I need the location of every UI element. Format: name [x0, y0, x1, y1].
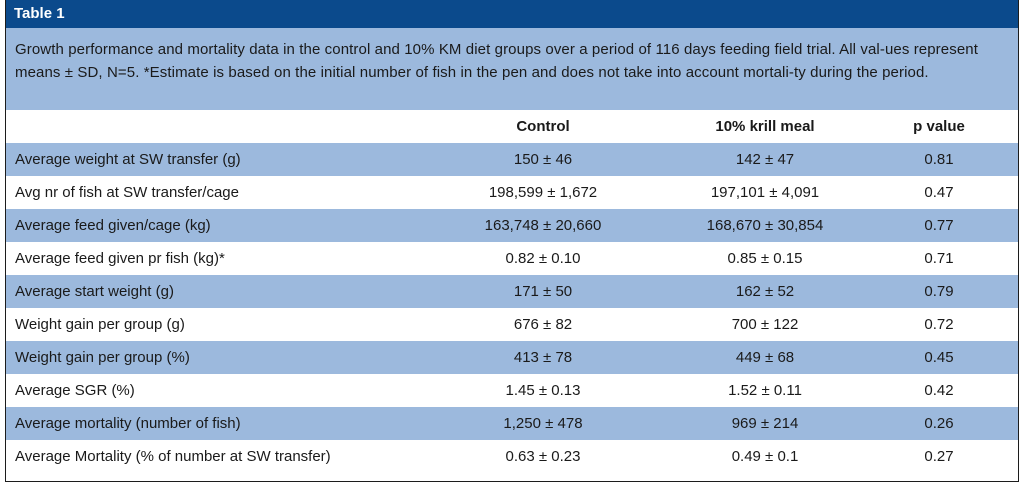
krill-value: 969 ± 214 [670, 407, 860, 440]
header-p-value: p value [860, 110, 1018, 143]
row-label: Average weight at SW transfer (g) [6, 143, 416, 176]
table-caption: Growth performance and mortality data in… [6, 28, 1018, 110]
row-label: Average feed given pr fish (kg)* [6, 242, 416, 275]
control-value: 676 ± 82 [416, 308, 670, 341]
row-label: Average mortality (number of fish) [6, 407, 416, 440]
p-value: 0.26 [860, 407, 1018, 440]
control-value: 413 ± 78 [416, 341, 670, 374]
krill-value: 700 ± 122 [670, 308, 860, 341]
p-value: 0.42 [860, 374, 1018, 407]
control-value: 171 ± 50 [416, 275, 670, 308]
p-value: 0.45 [860, 341, 1018, 374]
control-value: 163,748 ± 20,660 [416, 209, 670, 242]
row-label: Average SGR (%) [6, 374, 416, 407]
row-label: Weight gain per group (%) [6, 341, 416, 374]
table-label: Table 1 [6, 0, 1018, 28]
control-value: 150 ± 46 [416, 143, 670, 176]
row-label: Weight gain per group (g) [6, 308, 416, 341]
table-row: Average feed given pr fish (kg)* 0.82 ± … [6, 242, 1018, 275]
table-row: Average mortality (number of fish) 1,250… [6, 407, 1018, 440]
table-row: Weight gain per group (g) 676 ± 82 700 ±… [6, 308, 1018, 341]
control-value: 0.63 ± 0.23 [416, 440, 670, 473]
header-label-column [6, 110, 416, 143]
krill-value: 162 ± 52 [670, 275, 860, 308]
table-figure: Table 1 Growth performance and mortality… [5, 0, 1019, 482]
header-control: Control [416, 110, 670, 143]
data-table: Control 10% krill meal p value Average w… [6, 110, 1018, 473]
table-row: Weight gain per group (%) 413 ± 78 449 ±… [6, 341, 1018, 374]
header-krill-meal: 10% krill meal [670, 110, 860, 143]
p-value: 0.77 [860, 209, 1018, 242]
p-value: 0.72 [860, 308, 1018, 341]
control-value: 1,250 ± 478 [416, 407, 670, 440]
p-value: 0.47 [860, 176, 1018, 209]
row-label: Average start weight (g) [6, 275, 416, 308]
table-row: Avg nr of fish at SW transfer/cage 198,5… [6, 176, 1018, 209]
table-row: Average Mortality (% of number at SW tra… [6, 440, 1018, 473]
krill-value: 197,101 ± 4,091 [670, 176, 860, 209]
krill-value: 142 ± 47 [670, 143, 860, 176]
table-row: Average weight at SW transfer (g) 150 ± … [6, 143, 1018, 176]
krill-value: 449 ± 68 [670, 341, 860, 374]
row-label: Average Mortality (% of number at SW tra… [6, 440, 416, 473]
p-value: 0.71 [860, 242, 1018, 275]
p-value: 0.79 [860, 275, 1018, 308]
row-label: Average feed given/cage (kg) [6, 209, 416, 242]
control-value: 198,599 ± 1,672 [416, 176, 670, 209]
table-row: Average SGR (%) 1.45 ± 0.13 1.52 ± 0.11 … [6, 374, 1018, 407]
p-value: 0.27 [860, 440, 1018, 473]
table-row: Average feed given/cage (kg) 163,748 ± 2… [6, 209, 1018, 242]
control-value: 0.82 ± 0.10 [416, 242, 670, 275]
krill-value: 0.85 ± 0.15 [670, 242, 860, 275]
krill-value: 168,670 ± 30,854 [670, 209, 860, 242]
krill-value: 0.49 ± 0.1 [670, 440, 860, 473]
p-value: 0.81 [860, 143, 1018, 176]
control-value: 1.45 ± 0.13 [416, 374, 670, 407]
table-row: Average start weight (g) 171 ± 50 162 ± … [6, 275, 1018, 308]
krill-value: 1.52 ± 0.11 [670, 374, 860, 407]
header-row: Control 10% krill meal p value [6, 110, 1018, 143]
row-label: Avg nr of fish at SW transfer/cage [6, 176, 416, 209]
